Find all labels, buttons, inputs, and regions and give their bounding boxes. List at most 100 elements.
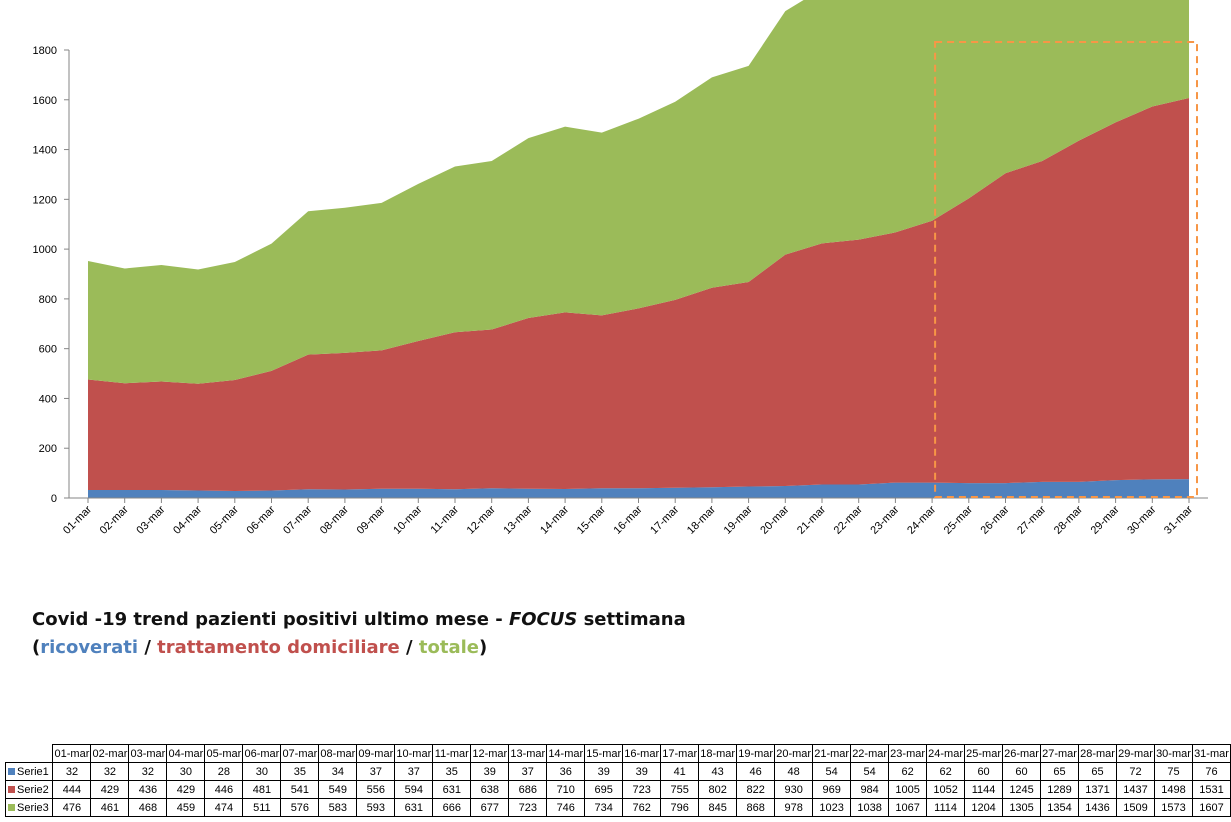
table-header-cell: 15-mar <box>584 744 624 763</box>
table-header-cell: 01-mar <box>52 744 92 763</box>
table-cell: 556 <box>356 780 396 799</box>
table-header-cell: 17-mar <box>660 744 700 763</box>
table-cell: 1204 <box>964 798 1004 817</box>
table-row-label: Serie1 <box>4 762 54 781</box>
y-tick-label: 1600 <box>33 95 57 107</box>
chart-caption: Covid -19 trend pazienti positivi ultimo… <box>32 606 686 662</box>
caption-close-paren: ) <box>478 637 488 658</box>
table-cell: 474 <box>204 798 244 817</box>
table-cell: 1005 <box>888 780 928 799</box>
table-cell: 1305 <box>1002 798 1042 817</box>
x-tick-label: 13-mar <box>501 503 534 536</box>
table-cell: 1144 <box>964 780 1004 799</box>
caption-title-end: settimana <box>577 609 686 630</box>
table-cell: 1371 <box>1078 780 1118 799</box>
table-cell: 755 <box>660 780 700 799</box>
table-cell: 32 <box>90 762 130 781</box>
y-tick-label: 1800 <box>33 45 57 57</box>
table-header-cell: 26-mar <box>1002 744 1042 763</box>
table-cell: 39 <box>470 762 510 781</box>
table-header-cell: 13-mar <box>508 744 548 763</box>
table-cell: 72 <box>1116 762 1155 781</box>
table-cell: 43 <box>698 762 738 781</box>
table-cell: 868 <box>736 798 776 817</box>
x-tick-label: 31-mar <box>1162 503 1195 536</box>
x-tick-label: 15-mar <box>575 503 608 536</box>
table-header-cell: 30-mar <box>1154 744 1193 763</box>
table-cell: 1052 <box>926 780 966 799</box>
table-cell: 36 <box>546 762 586 781</box>
table-cell: 65 <box>1078 762 1118 781</box>
x-tick-label: 02-mar <box>98 503 131 536</box>
caption-sep-2: / <box>399 637 419 658</box>
table-cell: 541 <box>280 780 320 799</box>
table-cell: 461 <box>90 798 130 817</box>
x-tick-label: 03-mar <box>134 503 167 536</box>
table-cell: 1531 <box>1191 780 1231 799</box>
x-tick-label: 09-mar <box>355 503 388 536</box>
table-cell: 1509 <box>1116 798 1155 817</box>
x-tick-label: 19-mar <box>722 503 755 536</box>
table-cell: 1437 <box>1116 780 1155 799</box>
x-tick-label: 17-mar <box>648 503 681 536</box>
table-cell: 734 <box>584 798 624 817</box>
x-tick-label: 11-mar <box>429 503 462 536</box>
table-header-cell: 28-mar <box>1078 744 1118 763</box>
table-cell: 65 <box>1040 762 1080 781</box>
table-cell: 39 <box>584 762 624 781</box>
table-cell: 511 <box>242 798 282 817</box>
x-tick-label: 25-mar <box>942 503 975 536</box>
caption-trattamento: trattamento domiciliare <box>157 637 400 658</box>
y-tick-label: 800 <box>39 294 57 306</box>
table-cell: 429 <box>166 780 206 799</box>
legend-key <box>8 785 15 793</box>
table-cell: 978 <box>774 798 814 817</box>
table-cell: 30 <box>242 762 282 781</box>
x-tick-label: 27-mar <box>1015 503 1048 536</box>
table-cell: 796 <box>660 798 700 817</box>
table-cell: 631 <box>432 780 472 799</box>
caption-sep-1: / <box>138 637 158 658</box>
x-tick-label: 06-mar <box>244 503 277 536</box>
table-cell: 444 <box>52 780 92 799</box>
y-tick-label: 400 <box>39 393 57 405</box>
x-tick-label: 10-mar <box>391 503 424 536</box>
table-cell: 75 <box>1154 762 1193 781</box>
table-header-cell: 06-mar <box>242 744 282 763</box>
table-cell: 1289 <box>1040 780 1080 799</box>
table-row-label: Serie3 <box>4 798 54 817</box>
table-cell: 34 <box>318 762 358 781</box>
table-header-cell: 22-mar <box>850 744 890 763</box>
table-cell: 60 <box>964 762 1004 781</box>
table-cell: 476 <box>52 798 92 817</box>
series-area-serie3 <box>88 0 1189 384</box>
table-cell: 1436 <box>1078 798 1118 817</box>
table-cell: 583 <box>318 798 358 817</box>
table-header-cell: 25-mar <box>964 744 1004 763</box>
table-row: Serie3 476 461 468 459 474 511 576 583 593 631 666 6… <box>4 798 1231 817</box>
x-tick-label: 05-mar <box>208 503 241 536</box>
table-header-row: 01-mar 02-mar 03-mar 04-mar 05-mar 06-mar 07-m… <box>6 744 1231 763</box>
legend-key <box>8 803 15 811</box>
x-tick-label: 23-mar <box>868 503 901 536</box>
table-cell: 686 <box>508 780 548 799</box>
table-cell: 459 <box>166 798 206 817</box>
table-header-cell: 08-mar <box>318 744 358 763</box>
caption-focus: FOCUS <box>508 609 578 630</box>
table-header-cell: 12-mar <box>470 744 510 763</box>
table-cell: 60 <box>1002 762 1042 781</box>
table-cell: 593 <box>356 798 396 817</box>
x-axis: 01-mar 02-mar 03-mar 04-mar 05-mar 06-mar 07-m… <box>61 497 1208 537</box>
table-row: Serie2 444 429 436 429 446 481 541 549 556 594 631 6… <box>4 780 1231 799</box>
table-cell: 30 <box>166 762 206 781</box>
table-header-cell: 11-mar <box>432 744 472 763</box>
table-cell: 845 <box>698 798 738 817</box>
table-header-cell: 31-mar <box>1191 744 1231 763</box>
table-cell: 46 <box>736 762 776 781</box>
table-cell: 1023 <box>812 798 852 817</box>
table-cell: 930 <box>774 780 814 799</box>
table-cell: 762 <box>622 798 662 817</box>
table-header-cell: 07-mar <box>280 744 320 763</box>
caption-line-2: (ricoverati / trattamento domiciliare / … <box>32 634 686 662</box>
table-cell: 822 <box>736 780 776 799</box>
